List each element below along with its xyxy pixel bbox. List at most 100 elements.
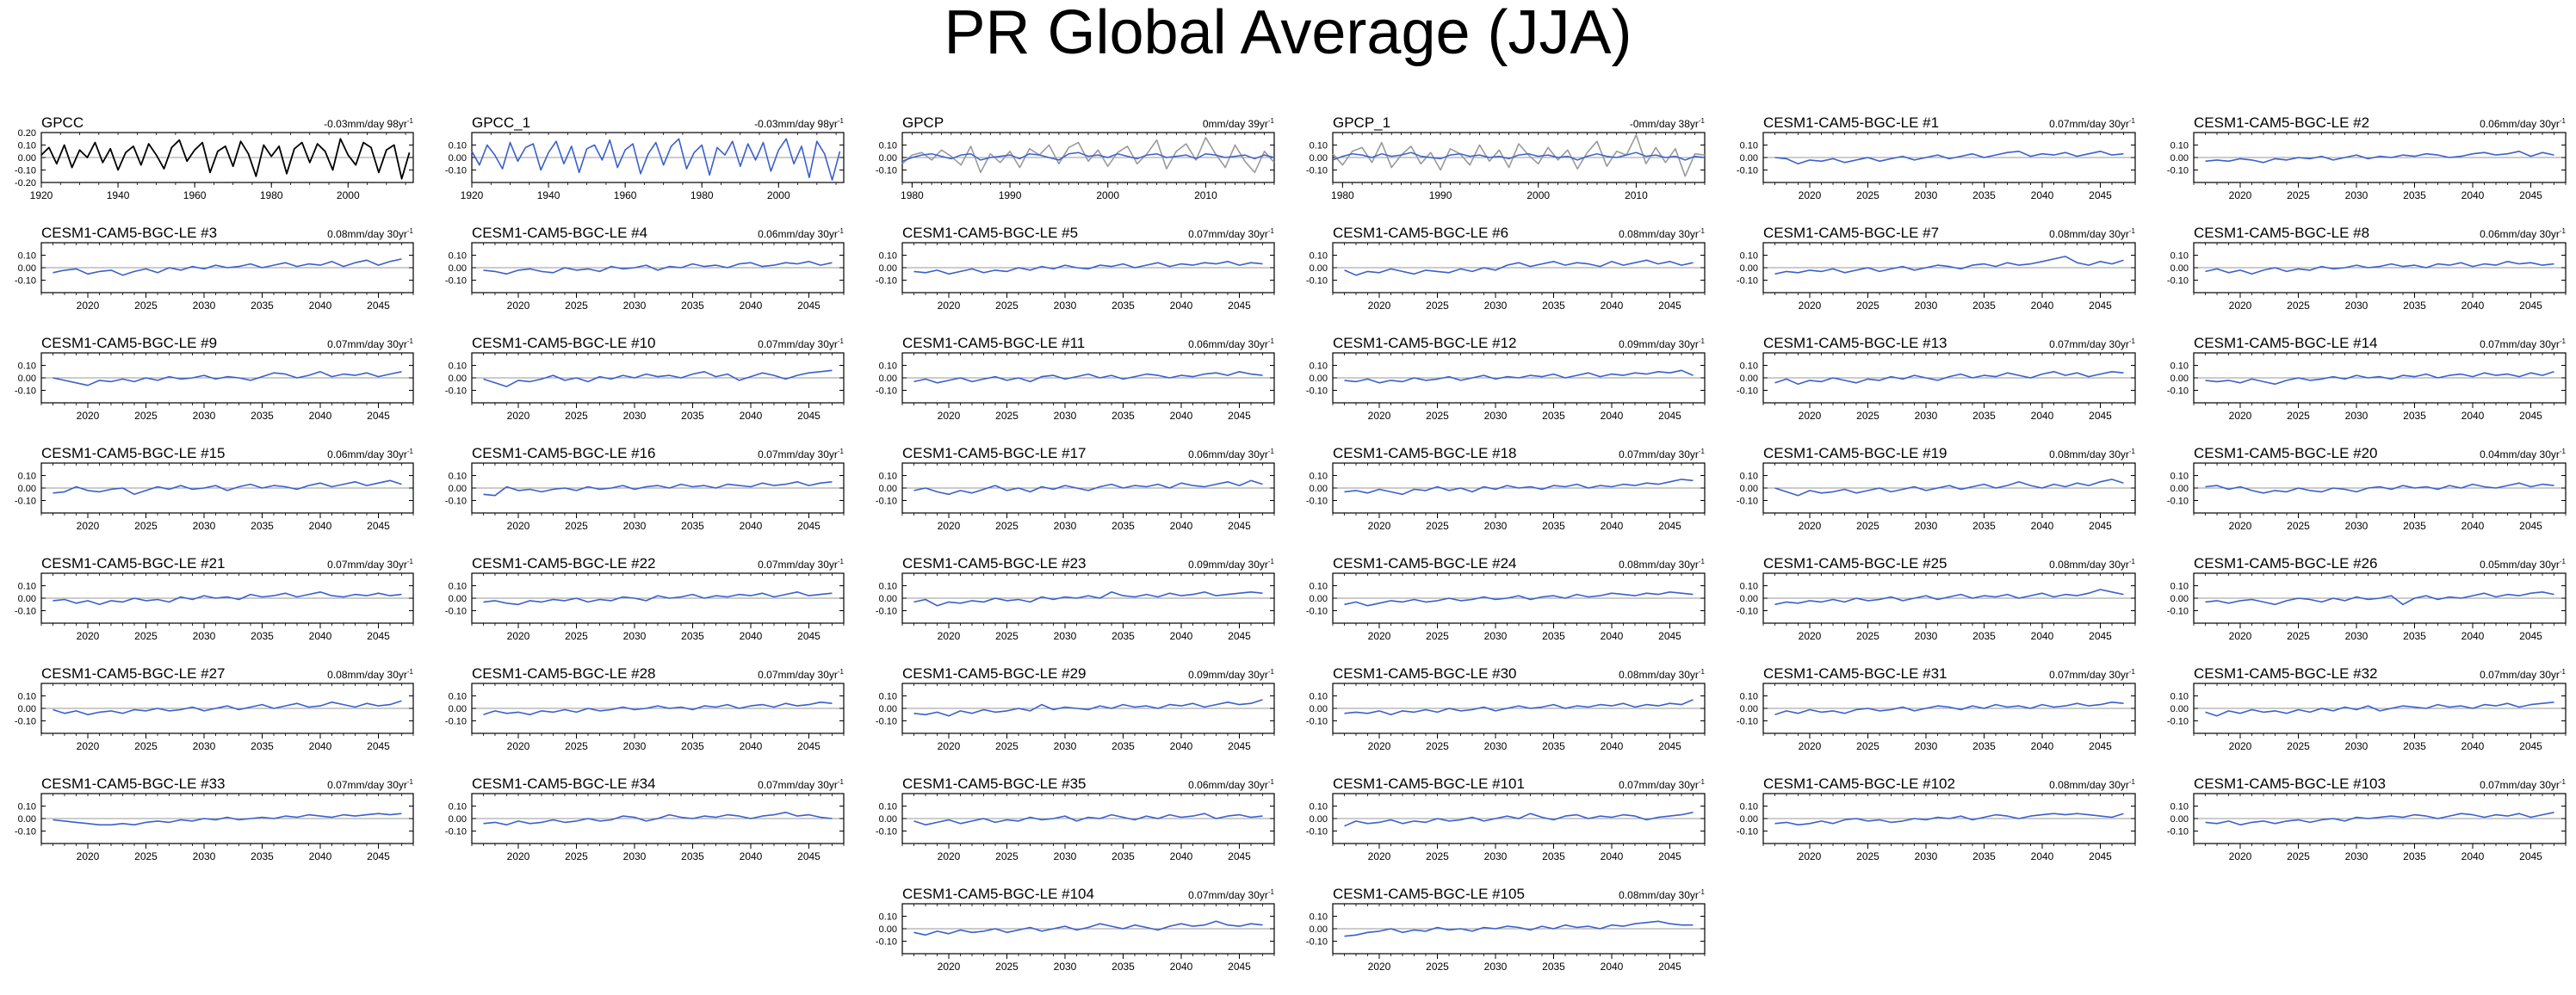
x-tick-label: 2040 — [2461, 410, 2485, 422]
x-tick-label: 2035 — [2403, 300, 2426, 312]
y-tick-label: 0.10 — [879, 912, 897, 923]
y-tick-label: 0.10 — [1740, 141, 1758, 151]
y-tick-label: -0.10 — [445, 607, 467, 617]
x-tick-label: 2045 — [797, 410, 820, 422]
x-tick-label: 2020 — [938, 740, 961, 752]
x-tick-label: 2020 — [2229, 300, 2252, 312]
x-tick-label: 2035 — [1542, 300, 1565, 312]
x-tick-label: 2000 — [767, 189, 790, 201]
trend-label: 0.07mm/day 30yr-1 — [1188, 227, 1274, 240]
x-tick-label: 2035 — [1542, 630, 1565, 642]
trend-label: 0.07mm/day 30yr-1 — [758, 448, 844, 460]
x-tick-label: 2030 — [1054, 740, 1077, 752]
y-tick-label: 0.00 — [18, 153, 36, 164]
chart-panel: GPCC_1 -0.03mm/day 98yr-1 -0.10 0.00 0.10 192… — [445, 114, 845, 201]
x-tick-label: 2020 — [1368, 630, 1391, 642]
chart-panel: CESM1-CAM5-BGC-LE #8 0.06mm/day 30yr-1 -0.… — [2167, 225, 2567, 312]
series-line — [1344, 920, 1694, 937]
chart-panel: CESM1-CAM5-BGC-LE #17 0.06mm/day 30yr-1 -0… — [876, 445, 1275, 532]
y-tick-label: 0.10 — [449, 141, 467, 151]
trend-exponent: -1 — [407, 558, 414, 565]
x-tick-label: 2035 — [2403, 520, 2426, 532]
x-tick-label: 2035 — [1112, 740, 1135, 752]
trend-label: 0.07mm/day 30yr-1 — [2049, 668, 2135, 681]
trend-exponent: -1 — [1699, 558, 1706, 565]
x-tick-label: 2045 — [2519, 189, 2542, 201]
x-tick-label: 2020 — [507, 630, 530, 642]
y-tick-label: -0.10 — [445, 386, 467, 397]
x-tick-label: 2045 — [797, 630, 820, 642]
y-tick-label: 0.10 — [2170, 802, 2189, 813]
trend-label: 0.07mm/day 30yr-1 — [2480, 668, 2566, 681]
x-tick-label: 2045 — [1228, 740, 1251, 752]
panel-title: CESM1-CAM5-BGC-LE #1 — [1763, 114, 1939, 131]
x-tick-label: 2035 — [1542, 520, 1565, 532]
x-tick-label: 2040 — [1601, 850, 1624, 862]
panel-title: CESM1-CAM5-BGC-LE #9 — [41, 335, 217, 351]
trend-exponent: -1 — [407, 117, 414, 125]
y-tick-label: 0.00 — [1310, 704, 1328, 714]
y-tick-label: -0.10 — [1306, 276, 1328, 287]
y-tick-label: -0.10 — [1306, 717, 1328, 727]
x-tick-label: 2025 — [2287, 300, 2310, 312]
trend-exponent: -1 — [2560, 227, 2567, 235]
series-line — [1332, 134, 1706, 177]
x-tick-label: 2045 — [1228, 630, 1251, 642]
y-tick-label: 0.10 — [1310, 802, 1328, 813]
x-tick-label: 2020 — [938, 300, 961, 312]
y-tick-label: 0.00 — [1310, 814, 1328, 825]
y-tick-label: 0.00 — [2170, 814, 2189, 825]
x-tick-label: 2045 — [2089, 740, 2112, 752]
y-tick-label: -0.10 — [876, 386, 897, 397]
x-tick-label: 2030 — [1915, 410, 1938, 422]
x-tick-label: 2040 — [1170, 630, 1193, 642]
x-tick-label: 2035 — [1112, 410, 1135, 422]
panel-title: CESM1-CAM5-BGC-LE #7 — [1763, 225, 1939, 241]
y-tick-label: -0.10 — [15, 386, 36, 397]
x-tick-label: 2035 — [251, 740, 274, 752]
x-tick-label: 2035 — [251, 520, 274, 532]
trend-label: 0.06mm/day 30yr-1 — [1188, 448, 1274, 460]
y-tick-label: -0.10 — [1737, 386, 1758, 397]
x-tick-label: 2020 — [77, 740, 100, 752]
panel-title: CESM1-CAM5-BGC-LE #35 — [902, 776, 1087, 792]
trend-label: 0.06mm/day 30yr-1 — [1188, 778, 1274, 791]
y-tick-label: 0.10 — [1310, 251, 1328, 262]
x-tick-label: 2020 — [77, 630, 100, 642]
panel-title: CESM1-CAM5-BGC-LE #2 — [2194, 114, 2369, 131]
x-tick-label: 2010 — [1194, 189, 1217, 201]
x-tick-label: 2035 — [1972, 630, 1996, 642]
y-tick-label: 0.10 — [1310, 912, 1328, 923]
x-tick-label: 2020 — [938, 961, 961, 973]
y-tick-label: -0.10 — [1737, 166, 1758, 176]
panel-title: CESM1-CAM5-BGC-LE #11 — [902, 335, 1085, 351]
x-tick-label: 2025 — [1426, 410, 1449, 422]
panel-title: CESM1-CAM5-BGC-LE #104 — [902, 886, 1094, 902]
trend-exponent: -1 — [2560, 778, 2567, 786]
chart-panel: CESM1-CAM5-BGC-LE #20 0.04mm/day 30yr-1 -0… — [2167, 445, 2567, 532]
y-tick-label: 0.10 — [2170, 362, 2189, 372]
x-tick-label: 2030 — [2345, 300, 2369, 312]
panel-title: CESM1-CAM5-BGC-LE #20 — [2194, 445, 2378, 461]
chart-panel: GPCP 0mm/day 39yr-1 -0.10 0.00 0.10 1980 1990 2… — [876, 114, 1275, 201]
x-tick-label: 2025 — [1426, 630, 1449, 642]
x-tick-label: 2020 — [507, 740, 530, 752]
x-tick-label: 2020 — [2229, 850, 2252, 862]
chart-panel: CESM1-CAM5-BGC-LE #1 0.07mm/day 30yr-1 -0.… — [1737, 114, 2136, 201]
series-line — [53, 813, 402, 826]
x-tick-label: 2030 — [1484, 520, 1508, 532]
y-tick-label: 0.00 — [18, 484, 36, 494]
x-tick-label: 2035 — [1972, 740, 1996, 752]
x-tick-label: 2030 — [1915, 520, 1938, 532]
y-tick-label: 0.00 — [449, 594, 467, 604]
chart-panel: CESM1-CAM5-BGC-LE #102 0.08mm/day 30yr-1-… — [1737, 776, 2136, 862]
trend-exponent: -1 — [1699, 448, 1706, 455]
x-tick-label: 2040 — [2031, 189, 2054, 201]
trend-label: 0.06mm/day 30yr-1 — [758, 227, 844, 240]
x-tick-label: 2025 — [134, 850, 158, 862]
y-tick-label: -0.10 — [1306, 386, 1328, 397]
panel-title: CESM1-CAM5-BGC-LE #6 — [1333, 225, 1508, 241]
y-tick-label: 0.00 — [2170, 374, 2189, 384]
panel-title: CESM1-CAM5-BGC-LE #21 — [41, 555, 226, 572]
trend-exponent: -1 — [1268, 448, 1275, 455]
